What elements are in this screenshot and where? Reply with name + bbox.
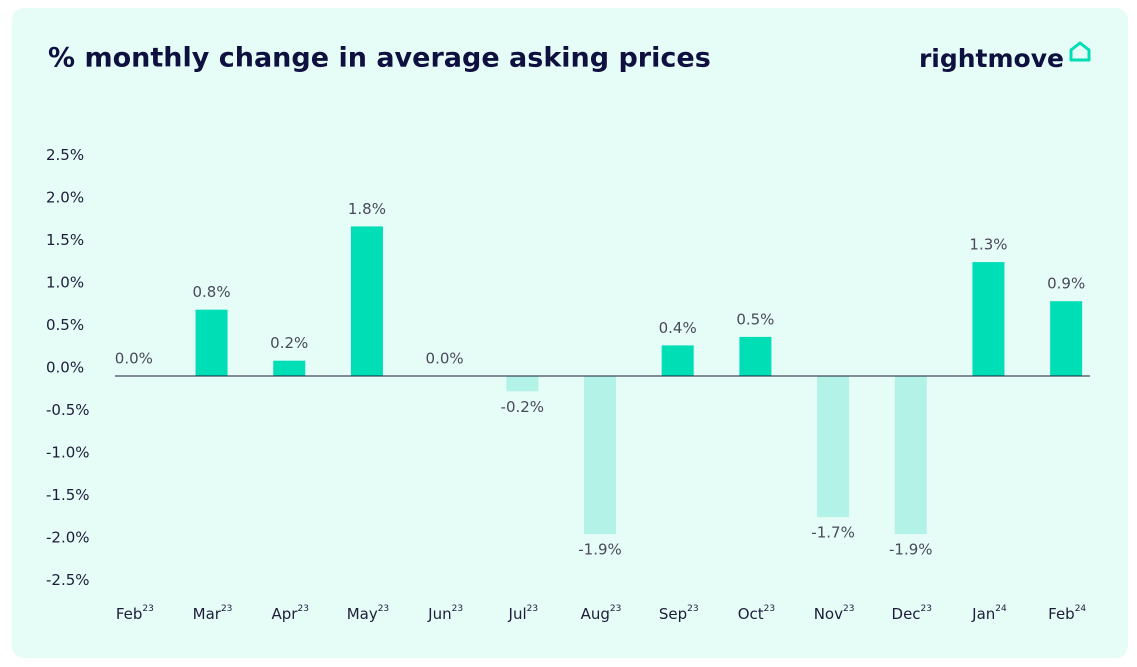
bar bbox=[817, 376, 850, 518]
value-label: 1.8% bbox=[348, 200, 386, 218]
x-tick-year: 24 bbox=[995, 604, 1007, 614]
x-tick-month: Feb bbox=[116, 605, 143, 623]
x-tick-label: Mar23 bbox=[193, 604, 233, 623]
x-tick-month: Feb bbox=[1048, 605, 1075, 623]
value-label: 0.0% bbox=[426, 350, 464, 368]
x-tick-month: Jul bbox=[508, 605, 527, 623]
x-tick-year: 23 bbox=[921, 604, 932, 614]
x-tick-month: Dec bbox=[892, 605, 921, 623]
bar bbox=[1050, 301, 1083, 376]
y-tick-label: -2.5% bbox=[46, 571, 90, 589]
x-tick-year: 23 bbox=[843, 604, 854, 614]
x-tick-label: Feb24 bbox=[1048, 604, 1086, 623]
value-label: 0.0% bbox=[115, 350, 153, 368]
x-tick-month: Apr bbox=[272, 605, 299, 623]
bar bbox=[195, 309, 228, 376]
x-tick-label: Nov23 bbox=[814, 604, 855, 623]
logo-icon bbox=[1069, 41, 1091, 62]
x-tick-label: Jun23 bbox=[427, 604, 463, 623]
x-tick-month: Aug bbox=[581, 605, 610, 623]
value-label: 0.2% bbox=[270, 334, 308, 352]
y-tick-label: 1.5% bbox=[46, 231, 84, 249]
value-label: 1.3% bbox=[969, 236, 1007, 254]
x-tick-year: 23 bbox=[221, 604, 232, 614]
x-tick-label: Aug23 bbox=[581, 604, 622, 623]
bar bbox=[273, 360, 306, 376]
x-tick-year: 23 bbox=[610, 604, 621, 614]
x-tick-label: Dec23 bbox=[892, 604, 932, 623]
x-tick-year: 23 bbox=[378, 604, 389, 614]
bar bbox=[350, 226, 383, 376]
y-tick-label: -0.5% bbox=[46, 401, 90, 419]
y-tick-label: -1.0% bbox=[46, 444, 90, 462]
x-tick-label: Apr23 bbox=[272, 604, 309, 623]
value-label: 0.9% bbox=[1047, 275, 1085, 293]
x-tick-month: Oct bbox=[738, 605, 764, 623]
bar bbox=[506, 376, 539, 392]
x-tick-month: Nov bbox=[814, 605, 843, 623]
x-tick-month: Jan bbox=[971, 605, 995, 623]
x-tick-month: Sep bbox=[659, 605, 687, 623]
bar bbox=[661, 345, 694, 376]
x-tick-year: 23 bbox=[527, 604, 538, 614]
x-tick-label: May23 bbox=[347, 604, 389, 623]
x-tick-year: 23 bbox=[764, 604, 775, 614]
value-label: -1.9% bbox=[889, 541, 933, 559]
value-label: -1.7% bbox=[811, 524, 855, 542]
x-tick-month: Jun bbox=[427, 605, 451, 623]
logo: rightmove bbox=[919, 44, 1064, 73]
y-tick-label: -2.0% bbox=[46, 529, 90, 547]
bar bbox=[584, 376, 616, 535]
x-tick-label: Jul23 bbox=[508, 604, 539, 623]
y-tick-label: -1.5% bbox=[46, 486, 90, 504]
bar bbox=[972, 262, 1005, 376]
y-tick-label: 2.5% bbox=[46, 146, 84, 164]
x-tick-month: Mar bbox=[193, 605, 222, 623]
y-tick-label: 0.5% bbox=[46, 316, 84, 334]
x-tick-year: 24 bbox=[1075, 604, 1087, 614]
value-label: 0.8% bbox=[192, 283, 230, 301]
x-tick-year: 23 bbox=[452, 604, 463, 614]
x-tick-label: Jan24 bbox=[971, 604, 1007, 623]
x-tick-month: May bbox=[347, 605, 378, 623]
bar bbox=[894, 376, 927, 535]
y-tick-label: 0.0% bbox=[46, 359, 84, 377]
x-tick-label: Feb23 bbox=[116, 604, 154, 623]
card bbox=[12, 8, 1128, 658]
value-label: 0.5% bbox=[736, 310, 774, 328]
value-label: -0.2% bbox=[501, 398, 545, 416]
bar bbox=[739, 336, 772, 376]
x-tick-year: 23 bbox=[297, 604, 308, 614]
chart-title: % monthly change in average asking price… bbox=[48, 43, 711, 74]
value-label: 0.4% bbox=[659, 319, 697, 337]
x-tick-year: 23 bbox=[142, 604, 153, 614]
x-tick-year: 23 bbox=[687, 604, 698, 614]
x-tick-label: Sep23 bbox=[659, 604, 699, 623]
x-tick-label: Oct23 bbox=[738, 604, 775, 623]
y-tick-label: 2.0% bbox=[46, 189, 84, 207]
value-label: -1.9% bbox=[578, 541, 622, 559]
y-tick-label: 1.0% bbox=[46, 274, 84, 292]
